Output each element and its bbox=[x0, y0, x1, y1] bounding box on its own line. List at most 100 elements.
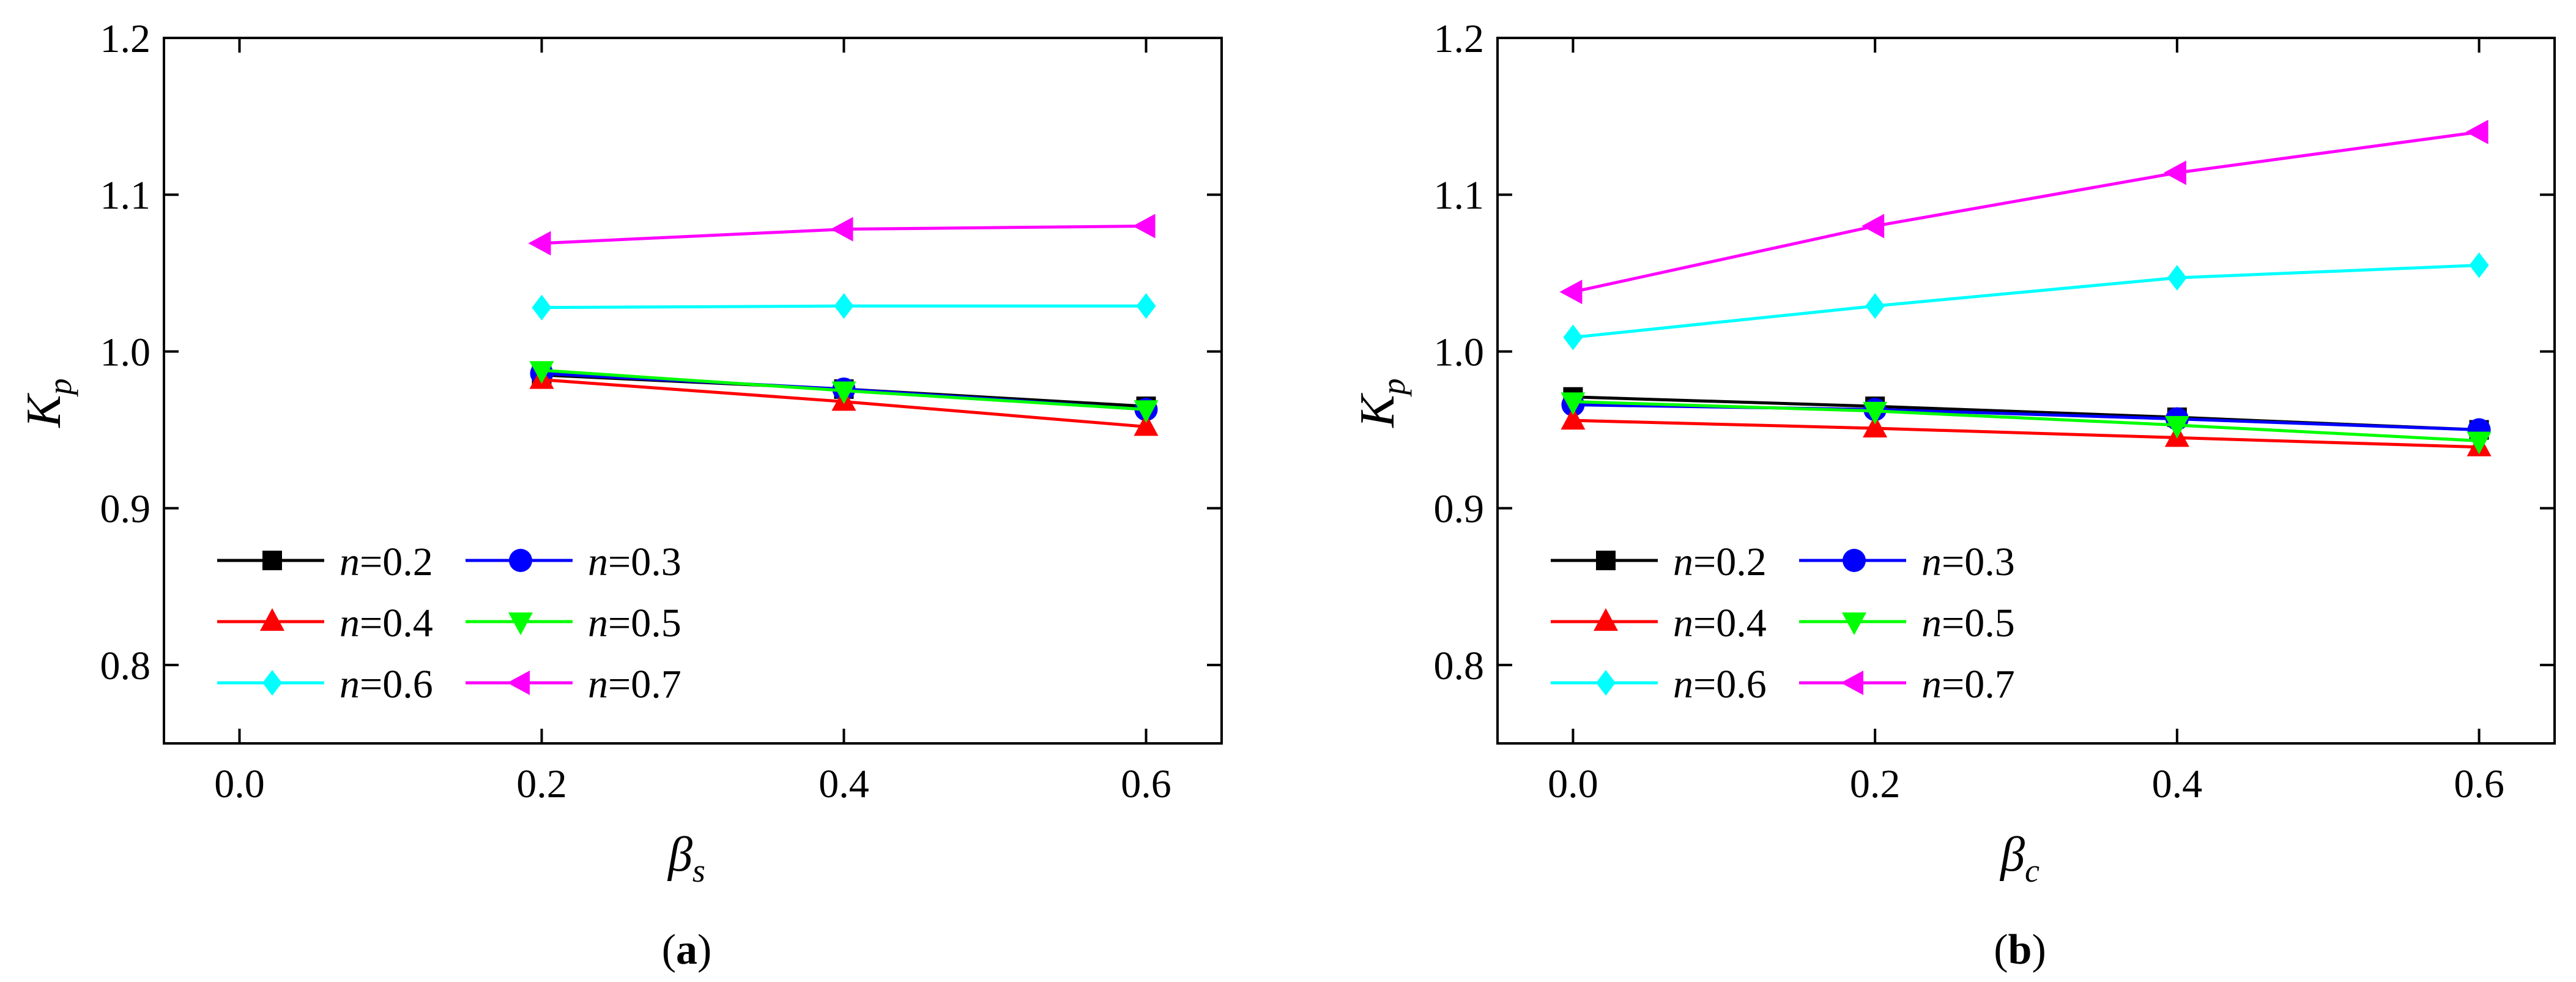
legend-item: n=0.7 bbox=[466, 662, 681, 707]
legend-marker bbox=[260, 608, 284, 631]
legend-item: n=0.2 bbox=[217, 540, 433, 584]
data-point bbox=[1861, 214, 1885, 239]
legend-label: n=0.5 bbox=[588, 601, 681, 645]
data-point bbox=[2163, 160, 2186, 185]
panel-label: (b) bbox=[1994, 926, 2046, 973]
data-point bbox=[2164, 415, 2189, 439]
legend-marker bbox=[508, 612, 533, 635]
x-axis-label: βc bbox=[1999, 828, 2040, 889]
legend-marker bbox=[262, 670, 282, 696]
x-tick-label: 0.2 bbox=[1850, 762, 1901, 806]
series-n=0.6 bbox=[532, 293, 1156, 321]
y-tick-label: 1.0 bbox=[1434, 330, 1485, 374]
legend-label: n=0.7 bbox=[588, 662, 681, 707]
data-point bbox=[1559, 280, 1583, 305]
legend-item: n=0.6 bbox=[1551, 662, 1767, 707]
legend-label: n=0.4 bbox=[1673, 601, 1767, 645]
x-tick-label: 0.0 bbox=[1548, 762, 1598, 806]
series-n=0.7 bbox=[528, 214, 1156, 256]
data-point bbox=[529, 361, 554, 384]
data-point bbox=[1561, 407, 1586, 430]
legend-label: n=0.3 bbox=[1921, 540, 2015, 584]
x-tick-label: 0.4 bbox=[818, 762, 869, 806]
data-point bbox=[2465, 119, 2489, 144]
y-tick-label: 0.9 bbox=[1434, 487, 1485, 532]
legend-item: n=0.3 bbox=[466, 540, 681, 584]
series-line bbox=[1572, 130, 2479, 294]
legend-label: n=0.5 bbox=[1921, 601, 2015, 645]
y-tick-label: 1.1 bbox=[1434, 173, 1485, 218]
legend: n=0.2 n=0.3 n=0.4 n=0.5 n=0.6 n=0.7 bbox=[1551, 540, 2015, 707]
legend-item: n=0.3 bbox=[1799, 540, 2015, 584]
series-line bbox=[1573, 418, 2479, 449]
y-tick-label: 1.0 bbox=[100, 330, 151, 374]
y-tick-label: 0.8 bbox=[100, 644, 151, 688]
data-point bbox=[831, 381, 856, 404]
legend-marker bbox=[262, 551, 282, 570]
data-point bbox=[1132, 214, 1156, 239]
legend-item: n=0.7 bbox=[1799, 662, 2015, 707]
x-tick-label: 0.6 bbox=[1121, 762, 1171, 806]
data-point bbox=[2469, 252, 2489, 278]
data-point bbox=[1863, 401, 1888, 425]
y-axis-label: Kp bbox=[17, 378, 78, 428]
y-tick-label: 1.2 bbox=[100, 17, 151, 61]
series-n=0.7 bbox=[1559, 119, 2489, 305]
legend-label: n=0.3 bbox=[588, 540, 681, 584]
plot-frame bbox=[1496, 37, 2556, 745]
plot-frame bbox=[163, 37, 1223, 745]
data-point bbox=[1561, 392, 1586, 415]
data-point bbox=[2467, 431, 2492, 455]
legend-label: n=0.2 bbox=[1673, 540, 1767, 584]
x-tick-label: 0.2 bbox=[516, 762, 567, 806]
legend-item: n=0.4 bbox=[1551, 601, 1767, 645]
y-tick-label: 1.1 bbox=[100, 173, 151, 218]
data-point bbox=[1865, 293, 1885, 319]
legend-label: n=0.6 bbox=[1673, 662, 1767, 707]
legend-marker bbox=[1841, 671, 1863, 695]
legend-marker bbox=[1842, 612, 1866, 635]
data-point bbox=[532, 294, 552, 321]
x-axis-label: βs bbox=[667, 828, 705, 889]
x-tick-label: 0.0 bbox=[214, 762, 265, 806]
series-n=0.5 bbox=[1561, 392, 2492, 455]
legend-label: n=0.2 bbox=[340, 540, 433, 584]
data-point bbox=[1136, 293, 1156, 319]
series-line bbox=[1573, 264, 2479, 339]
y-axis-label: Kp bbox=[1351, 378, 1412, 428]
x-tick-label: 0.6 bbox=[2454, 762, 2504, 806]
data-point bbox=[834, 293, 854, 319]
data-point bbox=[1863, 414, 1888, 437]
legend-label: n=0.7 bbox=[1921, 662, 2015, 707]
series-n=0.5 bbox=[529, 361, 1159, 423]
legend-marker bbox=[507, 671, 530, 695]
legend-item: n=0.5 bbox=[466, 601, 681, 645]
legend-marker bbox=[1594, 608, 1618, 631]
data-point bbox=[1134, 400, 1159, 423]
legend-item: n=0.6 bbox=[217, 662, 433, 707]
data-point bbox=[528, 231, 551, 256]
legend-item: n=0.5 bbox=[1799, 601, 2015, 645]
y-tick-label: 1.2 bbox=[1434, 17, 1485, 61]
legend-marker bbox=[1843, 549, 1866, 572]
series-n=0.6 bbox=[1563, 252, 2489, 351]
legend-label: n=0.4 bbox=[340, 601, 433, 645]
panel-label: (a) bbox=[662, 926, 712, 973]
legend-item: n=0.2 bbox=[1551, 540, 1767, 584]
legend-marker bbox=[1596, 551, 1616, 570]
data-point bbox=[1134, 413, 1159, 436]
legend-marker bbox=[509, 549, 532, 572]
legend-item: n=0.4 bbox=[217, 601, 433, 645]
data-point bbox=[830, 217, 853, 242]
legend-label: n=0.6 bbox=[340, 662, 433, 707]
data-point bbox=[1563, 324, 1583, 351]
legend: n=0.2 n=0.3 n=0.4 n=0.5 n=0.6 n=0.7 bbox=[217, 540, 681, 707]
data-point bbox=[2167, 265, 2187, 291]
y-tick-label: 0.9 bbox=[100, 487, 151, 532]
series-line bbox=[1573, 400, 2479, 442]
y-tick-label: 0.8 bbox=[1434, 644, 1485, 688]
legend-marker bbox=[1596, 670, 1616, 696]
